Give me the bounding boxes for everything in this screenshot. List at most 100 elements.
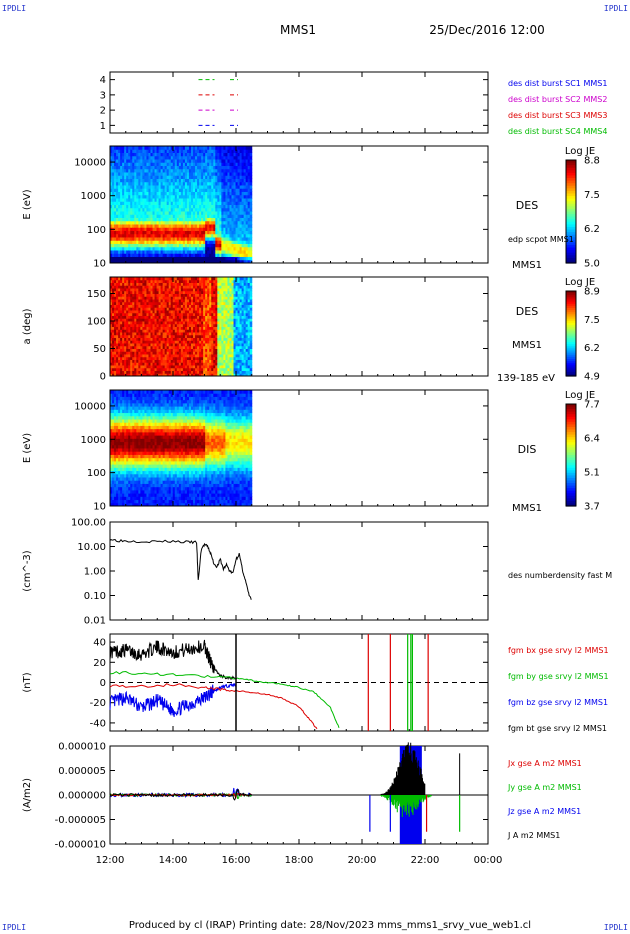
des_energy-cell xyxy=(205,191,208,196)
des_energy-cell xyxy=(124,185,127,189)
des_pitch-cell xyxy=(197,343,200,347)
des_energy-cell xyxy=(126,201,129,205)
des_energy-cell xyxy=(136,233,139,238)
des_pitch-cell xyxy=(118,359,121,363)
des_pitch-cell xyxy=(217,362,220,366)
des_pitch-cell xyxy=(217,296,220,300)
des_energy-cell xyxy=(207,250,210,254)
des_pitch-cell xyxy=(126,351,129,355)
des_energy-cell xyxy=(233,175,237,179)
des_energy-cell xyxy=(221,194,224,199)
des_pitch-cell xyxy=(201,288,204,292)
des_pitch-cell xyxy=(233,315,237,319)
des_pitch-cell xyxy=(130,370,133,374)
des_pitch-cell xyxy=(158,293,162,297)
des_pitch-cell xyxy=(164,373,168,377)
des_pitch-cell xyxy=(120,321,123,325)
des_pitch-cell xyxy=(122,348,125,352)
des_energy-cell xyxy=(182,256,186,261)
des_pitch-cell xyxy=(219,334,222,338)
des_pitch-cell xyxy=(180,279,184,283)
des_pitch-cell xyxy=(138,288,141,292)
des_energy-cell xyxy=(195,259,198,264)
des_pitch-cell xyxy=(191,285,194,289)
des_pitch-cell xyxy=(235,321,239,325)
des_energy-cell xyxy=(245,201,249,205)
des_pitch-cell xyxy=(201,312,204,316)
des_energy-cell xyxy=(144,146,147,150)
des_energy-cell xyxy=(243,162,247,166)
des_pitch-cell xyxy=(180,340,184,344)
des_pitch-cell xyxy=(229,310,232,314)
des_pitch-cell xyxy=(205,334,208,338)
des_energy-cell xyxy=(140,250,143,254)
des_pitch-cell xyxy=(180,356,184,360)
des_energy-cell xyxy=(112,224,115,228)
des_energy-cell xyxy=(247,181,251,186)
des_energy-cell xyxy=(201,185,204,189)
des_energy-cell xyxy=(118,165,121,170)
des_pitch-cell xyxy=(156,365,160,369)
des_energy-cell xyxy=(164,191,168,196)
des_pitch-cell xyxy=(237,290,241,294)
des_energy-cell xyxy=(114,165,117,170)
des_pitch-cell xyxy=(134,329,137,333)
des_energy-cell xyxy=(148,253,151,257)
des_energy-cell xyxy=(217,233,220,238)
des_energy-ytick-label: 1000 xyxy=(81,191,106,202)
des_pitch-cell xyxy=(136,293,139,297)
des_energy-cell xyxy=(126,194,129,199)
des_energy-cell xyxy=(209,237,212,241)
des_pitch-cell xyxy=(186,362,190,366)
des_energy-cell xyxy=(243,178,247,183)
des_energy-cell xyxy=(197,146,200,150)
des_pitch-cell xyxy=(225,337,228,341)
des_energy-cell xyxy=(176,227,180,231)
des_pitch-cell xyxy=(186,277,190,281)
des_pitch-cell xyxy=(176,337,180,341)
des_pitch-cell xyxy=(201,301,204,305)
des_energy-cell xyxy=(186,194,190,199)
des_energy-cell xyxy=(186,168,190,173)
des_pitch-cell xyxy=(146,356,149,360)
des_pitch-cell xyxy=(237,293,241,297)
des_energy-cell xyxy=(154,243,158,248)
des_energy-cell xyxy=(170,211,174,215)
des_energy-cell xyxy=(199,146,202,150)
des_energy-cell xyxy=(188,250,192,254)
des_energy-cell xyxy=(152,168,156,173)
des_pitch-cell xyxy=(231,312,235,316)
des_pitch-cell xyxy=(197,304,200,308)
des_pitch-cell xyxy=(158,279,162,283)
des_energy-cell xyxy=(164,181,168,186)
des_pitch-cell xyxy=(184,343,188,347)
des_energy-cell xyxy=(148,178,151,183)
des_pitch-cell xyxy=(164,354,168,358)
des_energy-cell xyxy=(150,224,154,228)
des_pitch-cell xyxy=(184,304,188,308)
des_pitch-cell xyxy=(174,337,178,341)
des_energy-cell xyxy=(114,159,117,163)
des_energy-cell xyxy=(120,250,123,254)
des_energy-cell xyxy=(162,211,166,215)
des_pitch-cell xyxy=(130,290,133,294)
des_energy-cell xyxy=(140,211,143,215)
des_energy-cell xyxy=(221,224,224,228)
des_energy-cell xyxy=(207,207,210,212)
des_energy-cell xyxy=(114,188,117,192)
des_energy-cell xyxy=(120,253,123,257)
des_pitch-cell xyxy=(184,373,188,377)
des_pitch-cell xyxy=(217,285,220,289)
des_energy-cell xyxy=(180,194,184,199)
des_energy-cell xyxy=(178,194,182,199)
des_energy-cell xyxy=(221,181,224,186)
des_pitch-cell xyxy=(207,367,210,371)
des_energy-cell xyxy=(146,214,149,218)
des_energy-cell xyxy=(174,146,178,150)
des_energy-cell xyxy=(176,194,180,199)
des_pitch-cell xyxy=(221,326,224,330)
des_energy-cell xyxy=(124,175,127,179)
des_energy-cell xyxy=(209,181,212,186)
des_pitch-cell xyxy=(195,334,198,338)
des_pitch-cell xyxy=(142,279,145,283)
